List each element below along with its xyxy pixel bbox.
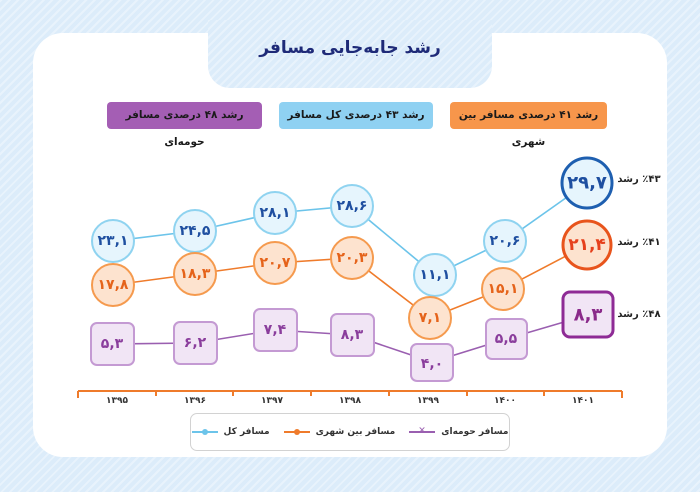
x-tick-label: ۱۳۹۵	[106, 396, 128, 406]
svg-text:۲۸,۱: ۲۸,۱	[260, 205, 291, 221]
svg-text:۶,۲: ۶,۲	[184, 335, 207, 351]
svg-text:۴,۰: ۴,۰	[421, 356, 443, 372]
svg-text:۱۷,۸: ۱۷,۸	[98, 277, 129, 293]
svg-text:۷,۴: ۷,۴	[264, 322, 287, 338]
x-tick-label: ۱۳۹۸	[339, 396, 361, 406]
chart-legend: مسافر حومه‌ای ✕ مسافر بین شهری مسافر کل	[190, 413, 510, 451]
legend-item-suburban: مسافر حومه‌ای ✕	[409, 426, 509, 437]
legend-label: مسافر بین شهری	[315, 427, 396, 437]
svg-text:۱۱,۱: ۱۱,۱	[420, 267, 451, 283]
series-intercity-nodes: ۱۷,۸ ۱۸,۳ ۲۰,۷ ۲۰,۳ ۷,۱ ۱۵,۱ ۲۱,۴	[91, 219, 613, 340]
legend-label: مسافر کل	[223, 427, 270, 437]
data-point: ۱۷,۸	[91, 263, 135, 307]
data-point: ۲۴,۵	[173, 209, 217, 253]
data-point: ۴,۰	[410, 343, 454, 382]
data-point: ۶,۲	[173, 321, 218, 365]
legend-label: مسافر حومه‌ای	[441, 427, 509, 437]
svg-text:۲۰,۶: ۲۰,۶	[490, 233, 521, 249]
x-axis	[77, 390, 623, 398]
badge-intercity-growth: رشد ۴۱ درصدی مسافر بین شهری	[450, 102, 607, 148]
data-point: ۷,۴	[253, 308, 298, 352]
data-point: ۱۱,۱	[413, 253, 457, 297]
svg-text:۸,۳: ۸,۳	[341, 327, 364, 343]
data-point: ۱۸,۳	[173, 252, 217, 296]
data-point: ۲۰,۷	[253, 241, 297, 285]
series-total-nodes: ۲۳,۱ ۲۴,۵ ۲۸,۱ ۲۸,۶ ۱۱,۱ ۲۰,۶ ۲۹,۷	[91, 156, 614, 297]
title-tab	[208, 20, 492, 88]
x-tick-label: ۱۳۹۷	[261, 396, 283, 406]
svg-text:۵,۳: ۵,۳	[101, 336, 124, 352]
svg-text:۱۸,۳: ۱۸,۳	[180, 266, 211, 282]
svg-text:۵,۵: ۵,۵	[495, 331, 518, 347]
data-point: ۲۰,۶	[483, 219, 527, 263]
x-tick-label: ۱۴۰۰	[494, 396, 516, 406]
series-suburban-nodes: ۵,۳ ۶,۲ ۷,۴ ۸,۳ ۴,۰ ۵,۵ ۸,۳	[90, 290, 615, 382]
svg-text:۸,۳: ۸,۳	[574, 305, 603, 326]
svg-text:۲۴,۵: ۲۴,۵	[180, 223, 211, 239]
svg-text:۱۵,۱: ۱۵,۱	[488, 281, 519, 297]
x-marker-icon: ✕	[409, 426, 436, 436]
x-tick-label: ۱۳۹۶	[184, 396, 206, 406]
svg-text:۲۱,۴: ۲۱,۴	[568, 235, 606, 255]
data-point: ۵,۳	[90, 322, 135, 366]
data-point: ۲۸,۱	[253, 191, 297, 235]
x-tick-label: ۱۳۹۹	[417, 396, 439, 406]
data-point-highlight: ۲۹,۷	[560, 156, 614, 210]
legend-item-intercity: مسافر بین شهری	[283, 427, 396, 437]
data-point: ۲۸,۶	[330, 184, 374, 228]
svg-text:۲۰,۳: ۲۰,۳	[337, 250, 368, 266]
svg-text:۲۳,۱: ۲۳,۱	[98, 233, 129, 249]
svg-text:۲۸,۶: ۲۸,۶	[337, 198, 368, 214]
growth-label-total: ٪۴۳ رشد	[617, 174, 661, 185]
growth-label-suburban: ٪۴۸ رشد	[617, 309, 661, 320]
dot-marker-icon	[191, 428, 218, 436]
badge-suburban-growth: رشد ۴۸ درصدی مسافر حومه‌ای	[107, 102, 262, 148]
svg-text:۲۰,۷: ۲۰,۷	[260, 255, 291, 271]
badge-total-growth: رشد ۴۳ درصدی کل مسافر	[279, 102, 433, 129]
data-point: ۲۰,۳	[330, 236, 374, 280]
data-point-highlight: ۲۱,۴	[561, 219, 613, 271]
chart-title: رشد جابه‌جایی مسافر	[259, 38, 441, 58]
data-point: ۱۵,۱	[481, 267, 525, 311]
dot-marker-icon	[283, 428, 310, 436]
x-tick-label: ۱۴۰۱	[572, 396, 594, 406]
data-point-highlight: ۸,۳	[561, 290, 615, 339]
data-point: ۵,۵	[485, 318, 528, 360]
data-point: ۷,۱	[408, 296, 452, 340]
svg-text:۷,۱: ۷,۱	[419, 310, 441, 326]
data-point: ۸,۳	[330, 313, 375, 357]
data-point: ۲۳,۱	[91, 219, 135, 263]
legend-item-total: مسافر کل	[191, 427, 270, 437]
svg-text:۲۹,۷: ۲۹,۷	[567, 173, 607, 194]
growth-label-intercity: ٪۴۱ رشد	[617, 237, 661, 248]
